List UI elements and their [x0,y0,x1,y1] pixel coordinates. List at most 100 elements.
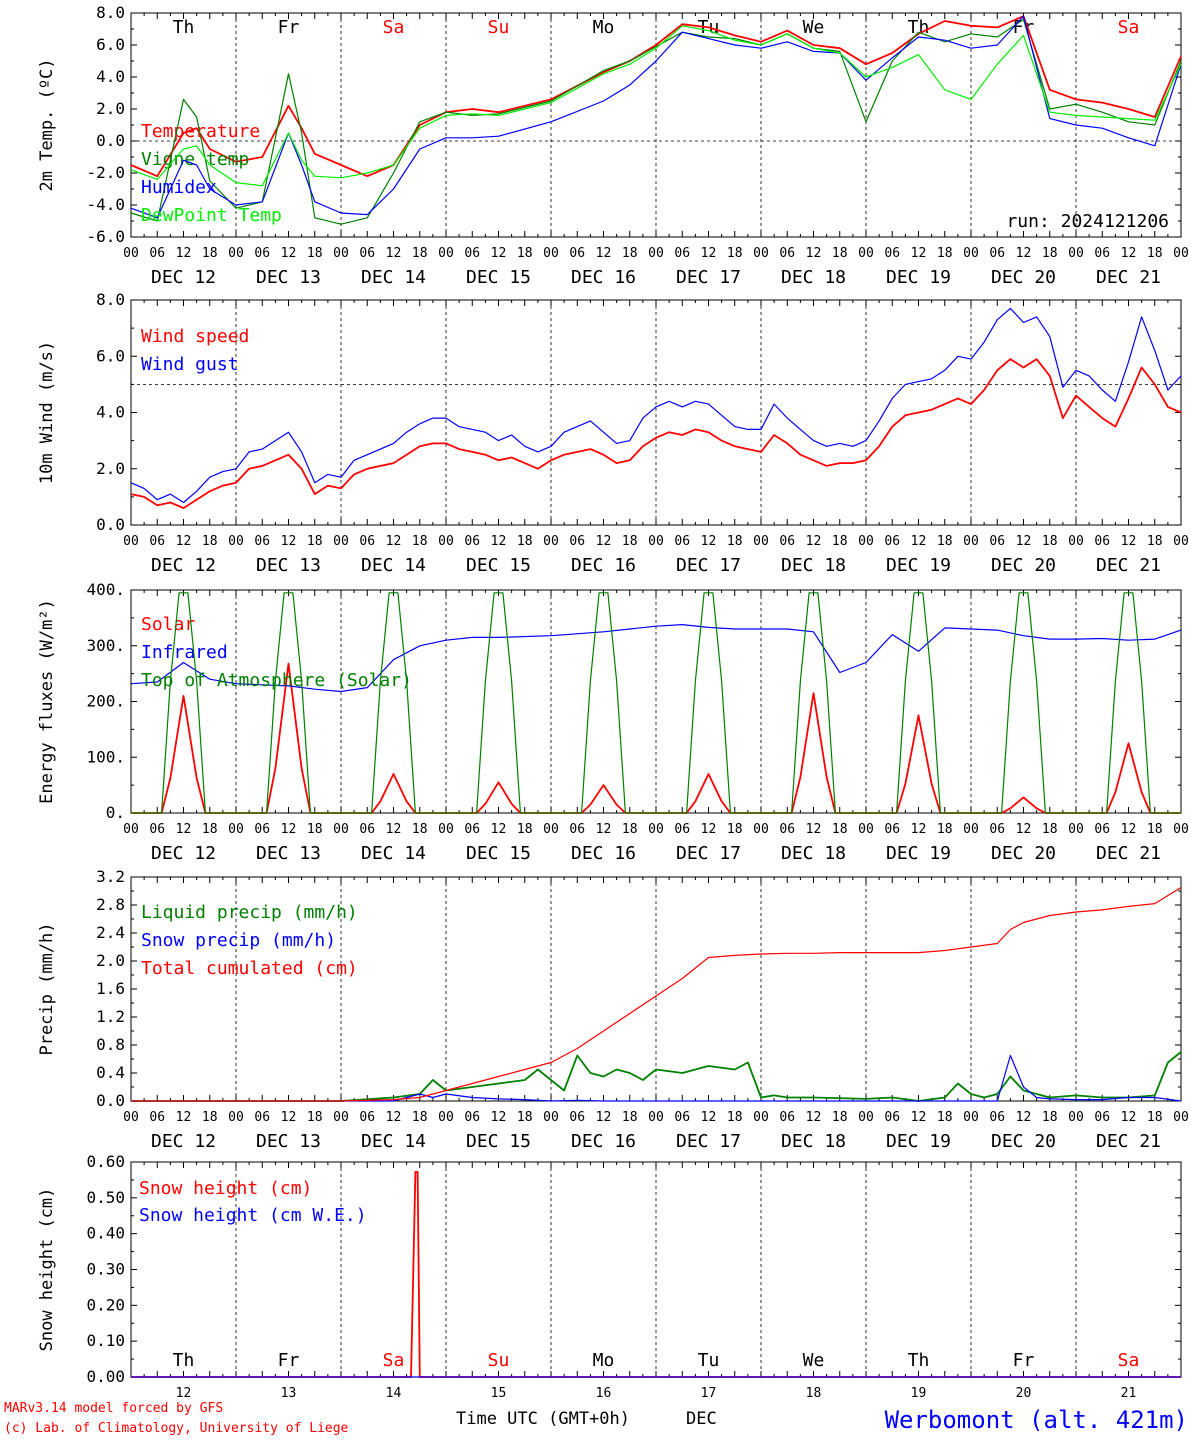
day-number-label: 16 [596,1386,612,1401]
y-tick-label: 1.2 [96,1007,125,1026]
y-tick-label: 0.0 [96,1091,125,1110]
legend-entry: Vigne temp [141,149,249,170]
date-label: DEC 21 [1096,1131,1161,1152]
hour-label: 06 [464,822,480,837]
weekday-label: We [803,1350,825,1371]
weekday-label: Su [488,1350,510,1371]
hour-label: 00 [963,822,979,837]
hour-label: 00 [858,1110,874,1125]
y-axis-label: Energy fluxes (W/m²) [37,599,57,804]
hour-label: 06 [464,1110,480,1125]
hour-label: 18 [832,246,848,261]
date-label: DEC 13 [256,843,321,864]
weekday-label: Mo [593,17,615,38]
hour-label: 06 [569,534,585,549]
series-line [130,15,1182,178]
plot-frame [130,589,1182,814]
series-line [131,1054,1182,1102]
hour-label: 12 [491,534,507,549]
hour-label: 00 [438,246,454,261]
date-label: DEC 17 [676,1131,741,1152]
y-axis-label: Precip (mm/h) [37,922,57,1055]
hour-label: 18 [727,1110,743,1125]
hour-label: 00 [228,534,244,549]
date-label: DEC 19 [886,555,951,576]
y-tick-label: 0.50 [86,1188,125,1207]
hour-label: 12 [491,246,507,261]
hour-label: 00 [438,534,454,549]
date-label: DEC 21 [1096,267,1161,288]
hour-label: 00 [753,1110,769,1125]
hour-label: 06 [779,822,795,837]
date-label: DEC 12 [151,267,216,288]
hour-label: 06 [674,822,690,837]
hour-label: 12 [596,1110,612,1125]
date-label: DEC 20 [991,843,1056,864]
hour-label: 12 [911,534,927,549]
hour-label: 00 [228,1110,244,1125]
hour-label: 12 [176,1110,192,1125]
hour-label: 12 [701,1110,717,1125]
hour-label: 18 [1147,1110,1163,1125]
panel-5: 0.00 0.10 0.20 0.30 0.40 0.50 0.60 Snow height … [37,1152,1182,1401]
hour-label: 06 [569,246,585,261]
y-axis-label: 10m Wind (m/s) [37,341,57,484]
day-number-label: 13 [281,1386,297,1401]
hour-label: 06 [674,534,690,549]
day-number-label: 19 [911,1386,927,1401]
hour-label: 12 [911,246,927,261]
hour-label: 06 [1094,822,1110,837]
date-label: DEC 17 [676,555,741,576]
hour-label: 00 [543,1110,559,1125]
weekday-label: Mo [593,1350,615,1371]
hour-label: 06 [989,246,1005,261]
weekday-label: Sa [383,1350,405,1371]
hour-label: 00 [228,246,244,261]
hour-label: 12 [1121,822,1137,837]
y-tick-label: 100. [86,747,125,766]
hour-label: 18 [1147,246,1163,261]
weekday-label: Sa [383,17,405,38]
hour-label: 12 [806,1110,822,1125]
hour-label: 18 [937,822,953,837]
hour-label: 12 [1016,1110,1032,1125]
hour-label: 12 [491,822,507,837]
hour-label: 12 [176,534,192,549]
date-label: DEC 15 [466,1131,531,1152]
legend-entry: Total cumulated (cm) [141,958,358,979]
hour-label: 12 [701,534,717,549]
y-tick-label: 0. [106,803,125,822]
date-label: DEC 20 [991,1131,1056,1152]
date-label: DEC 17 [676,267,741,288]
hour-label: 12 [806,246,822,261]
hour-label: 18 [622,822,638,837]
hour-label: 06 [779,246,795,261]
hour-label: 06 [359,1110,375,1125]
hour-label: 00 [1173,534,1189,549]
y-tick-label: 0.10 [86,1331,125,1350]
hour-label: 00 [753,534,769,549]
date-label: DEC 15 [466,555,531,576]
hour-label: 00 [333,534,349,549]
hour-label: 00 [438,1110,454,1125]
hour-label: 12 [386,246,402,261]
hour-label: 06 [254,246,270,261]
panel-2: 0.0 2.0 4.0 6.0 8.0 10m Wind (m/s) 00 06 12 18 DEC… [37,290,1189,576]
hour-label: 06 [884,822,900,837]
hour-label: 12 [386,822,402,837]
date-label: DEC 12 [151,1131,216,1152]
y-tick-label: 200. [86,692,125,711]
hour-label: 06 [359,534,375,549]
hour-label: 06 [569,822,585,837]
hour-label: 12 [1121,1110,1137,1125]
legend-entry: Top of Atmosphere (Solar) [141,670,412,691]
hour-label: 18 [1042,822,1058,837]
hour-label: 06 [989,822,1005,837]
y-tick-label: 2.0 [96,459,125,478]
hour-label: 18 [412,1110,428,1125]
hour-label: 06 [464,246,480,261]
date-label: DEC 18 [781,1131,846,1152]
weekday-label: Fr [1013,1350,1035,1371]
weekday-label: Th [908,1350,930,1371]
date-label: DEC 13 [256,267,321,288]
